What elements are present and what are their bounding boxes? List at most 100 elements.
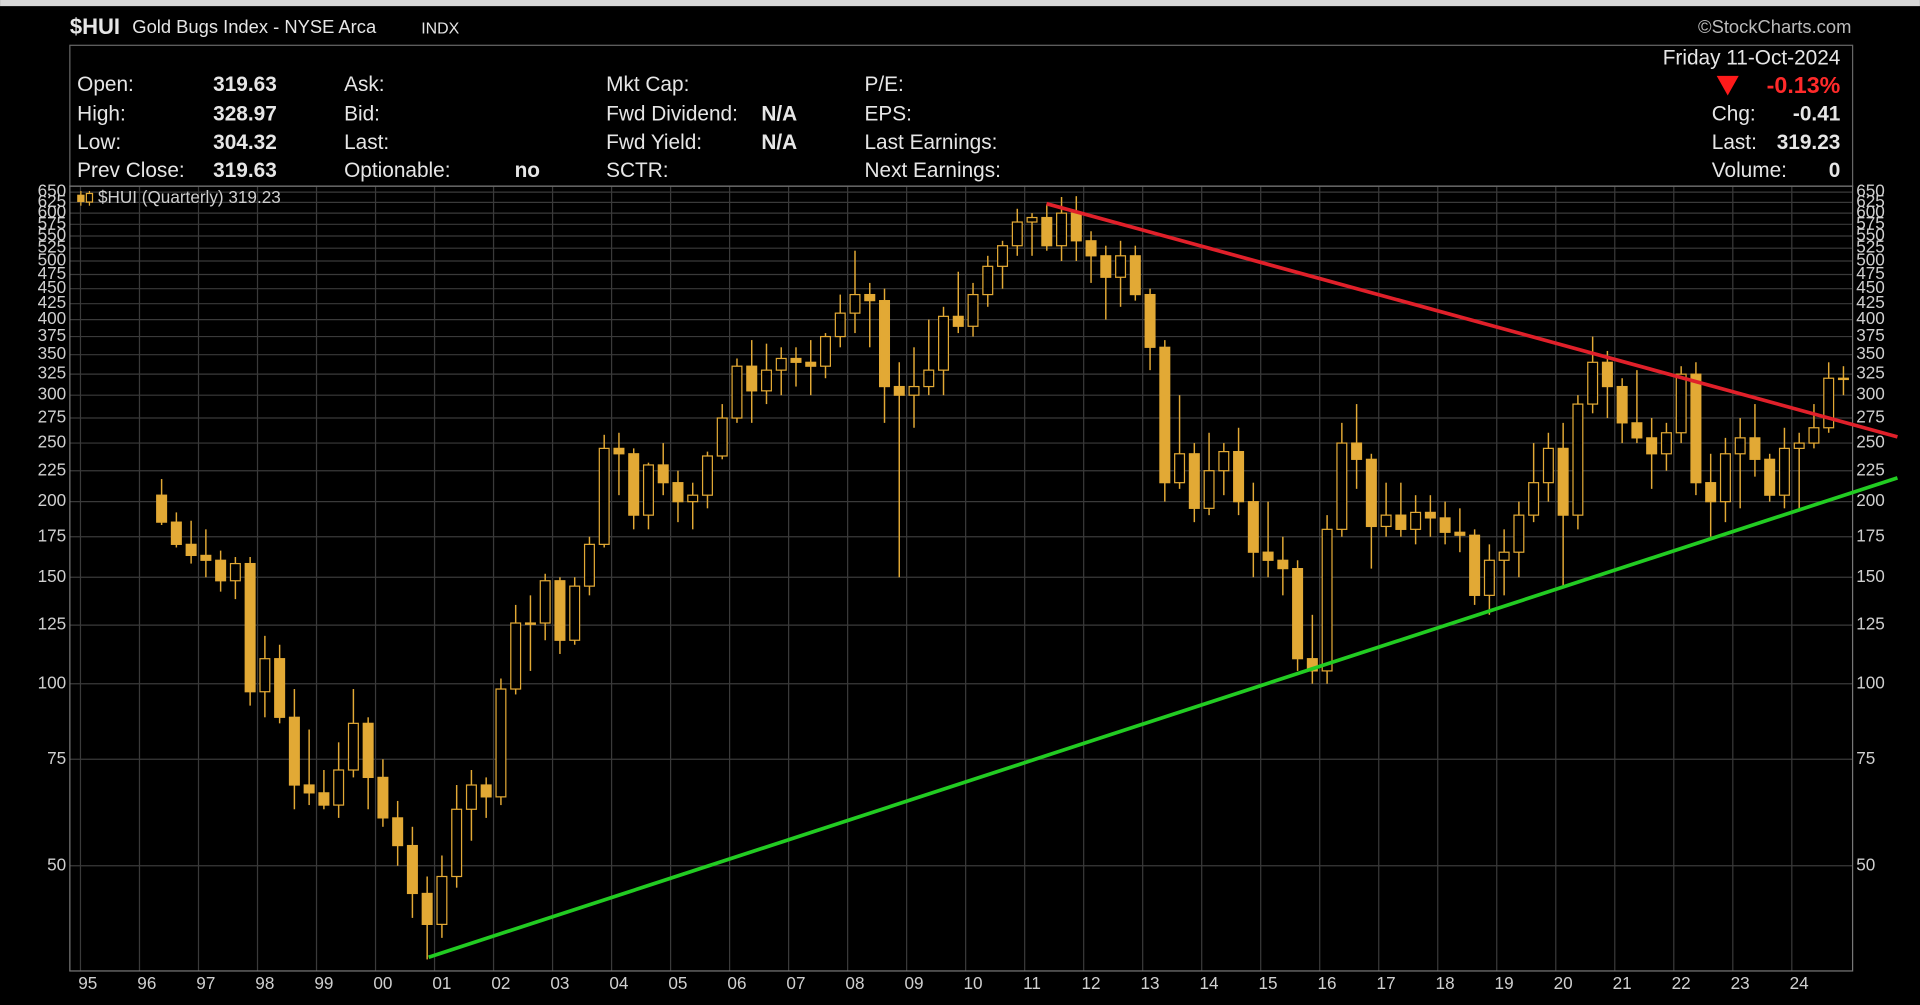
y-tick-label: 100 <box>38 672 67 692</box>
y-tick-label: 600 <box>1856 202 1885 222</box>
stat-label: Optionable: <box>344 159 450 182</box>
candle-body <box>1129 255 1141 296</box>
y-tick-label: 400 <box>1856 308 1885 328</box>
y-tick-label: 500 <box>1856 250 1885 270</box>
candle-body <box>1469 534 1481 596</box>
candle-body <box>539 580 551 624</box>
exchange: INDX <box>421 21 459 38</box>
candle-body <box>1513 514 1525 553</box>
x-tick-label: 08 <box>845 973 864 993</box>
candle-body <box>1764 458 1776 496</box>
x-tick-label: 18 <box>1436 973 1455 993</box>
y-tick-label: 350 <box>38 343 67 363</box>
candle-body <box>480 784 492 798</box>
x-tick-label: 05 <box>668 973 687 993</box>
candle-body <box>1070 212 1082 242</box>
candle-body <box>982 265 994 296</box>
candle-body <box>1631 422 1643 439</box>
y-tick-label: 625 <box>38 191 67 211</box>
y-tick-label: 575 <box>1856 213 1885 233</box>
y-tick-label: 650 <box>38 181 67 201</box>
candle-body <box>1233 450 1245 503</box>
candle-body <box>554 580 566 641</box>
candle-body <box>1041 216 1053 247</box>
candle-body <box>1277 559 1289 570</box>
stat-label: SCTR: <box>606 159 668 182</box>
candle-body <box>229 562 241 582</box>
candle-body <box>1056 212 1068 247</box>
candle-body <box>967 293 979 327</box>
candle-body <box>318 792 330 806</box>
stat-label: Prev Close: <box>77 159 185 182</box>
candle-body <box>687 494 699 503</box>
candle-body <box>1262 551 1274 561</box>
x-tick-label: 00 <box>373 973 392 993</box>
candle-body <box>1395 514 1407 530</box>
candle-body <box>1528 482 1540 516</box>
candle-body <box>510 622 522 690</box>
x-tick-label: 15 <box>1259 973 1278 993</box>
legend-icon <box>85 192 94 203</box>
x-tick-label: 21 <box>1613 973 1632 993</box>
candle-body <box>598 447 610 545</box>
y-tick-label: 150 <box>38 566 67 586</box>
candle-body <box>628 453 640 516</box>
stat-value: 319.63 <box>213 159 277 182</box>
quote-label: Chg: <box>1712 103 1756 126</box>
candle-body <box>1159 346 1171 484</box>
candle-body <box>215 559 227 582</box>
y-tick-label: 450 <box>1856 277 1885 297</box>
candle-body <box>1439 517 1451 533</box>
x-tick-label: 97 <box>196 973 215 993</box>
candle-body <box>1719 453 1731 503</box>
x-tick-label: 95 <box>78 973 97 993</box>
candle-body <box>1675 373 1687 434</box>
y-tick-label: 475 <box>38 263 67 283</box>
trendline <box>1046 201 1898 439</box>
candle-body <box>1410 511 1422 530</box>
y-tick-label: 575 <box>38 213 67 233</box>
candle-body <box>893 385 905 396</box>
y-tick-label: 225 <box>38 459 67 479</box>
y-tick-label: 550 <box>38 225 67 245</box>
candle-body <box>1380 514 1392 528</box>
candle-body <box>775 357 787 371</box>
stat-label: Ask: <box>344 73 384 96</box>
candle-body <box>1690 373 1702 484</box>
candle-body <box>923 369 935 388</box>
y-tick-label: 325 <box>38 363 67 383</box>
stat-label: Low: <box>77 131 121 154</box>
candle-body <box>569 585 581 641</box>
candle-body <box>642 464 654 516</box>
y-tick-label: 150 <box>1856 566 1885 586</box>
y-tick-label: 550 <box>1856 225 1885 245</box>
candle-body <box>657 464 669 484</box>
candle-body <box>1336 442 1348 530</box>
candle-body <box>333 769 345 806</box>
y-tick-label: 400 <box>38 308 67 328</box>
candle-body <box>819 335 832 367</box>
stat-label: Last Earnings: <box>864 131 997 154</box>
stat-value: 328.97 <box>213 103 277 126</box>
candle-body <box>185 543 197 557</box>
candle-body <box>1837 377 1849 381</box>
x-tick-label: 11 <box>1023 973 1041 993</box>
candle-body <box>583 543 595 587</box>
candle-body <box>1749 437 1761 460</box>
candle-body <box>1454 531 1466 536</box>
x-tick-label: 03 <box>550 973 569 993</box>
stat-label: EPS: <box>864 103 911 126</box>
y-tick-label: 500 <box>38 250 67 270</box>
candle-body <box>1144 293 1156 348</box>
legend: $HUI (Quarterly) 319.23 <box>77 187 281 207</box>
candle-body <box>864 293 876 302</box>
y-tick-label: 250 <box>38 432 67 452</box>
y-tick-label: 600 <box>38 202 67 222</box>
y-tick-label: 375 <box>1856 325 1885 345</box>
candle-body <box>938 315 950 371</box>
index-name: Gold Bugs Index - NYSE Arca <box>132 16 377 37</box>
candle-body <box>495 688 507 798</box>
candle-body <box>1351 442 1363 460</box>
